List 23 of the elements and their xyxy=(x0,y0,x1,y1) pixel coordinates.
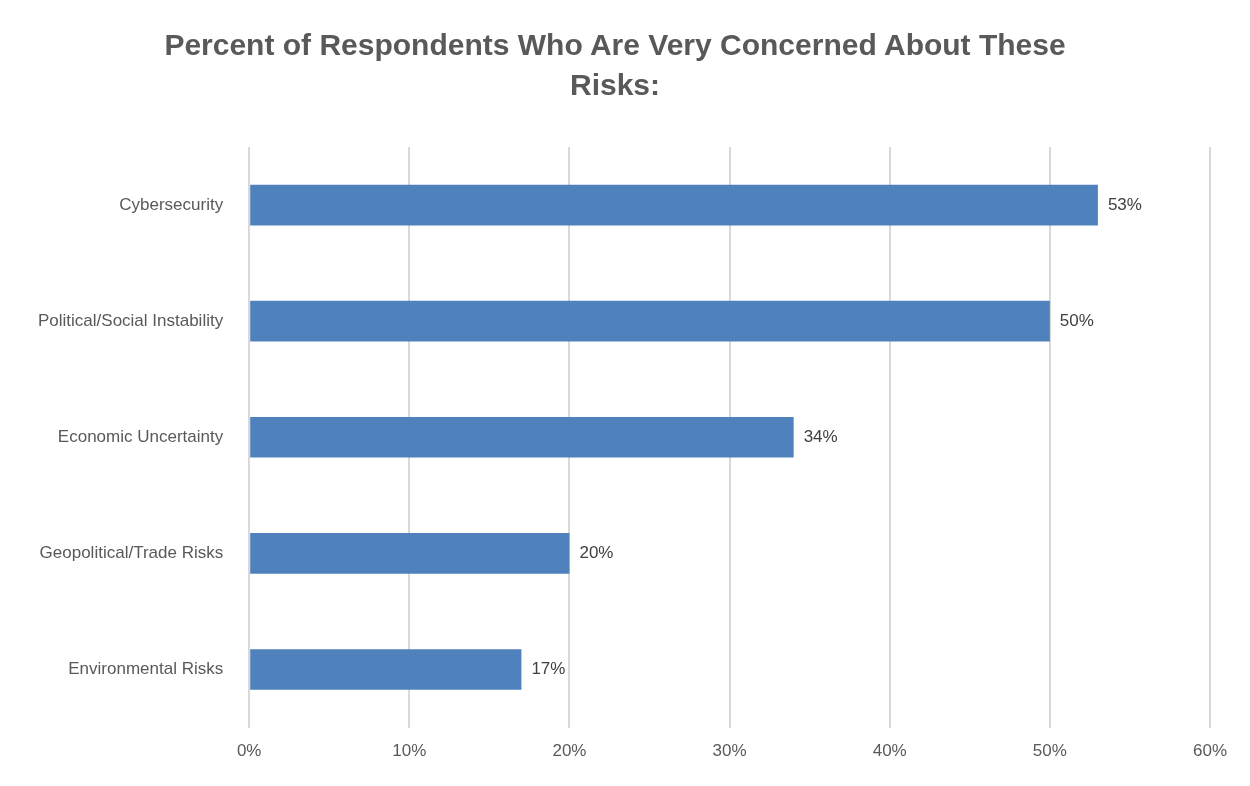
y-tick-label: Political/Social Instability xyxy=(37,310,224,330)
data-label: 50% xyxy=(1059,310,1094,330)
x-tick-label: 20% xyxy=(552,741,587,761)
y-tick-label: Geopolitical/Trade Risks xyxy=(39,543,224,563)
y-tick-label: Environmental Risks xyxy=(68,659,224,679)
y-tick-label: Economic Uncertainty xyxy=(57,426,224,446)
data-label: 34% xyxy=(803,426,838,446)
data-label: 53% xyxy=(1107,194,1142,214)
bar xyxy=(250,649,522,690)
x-tick-label: 50% xyxy=(1032,741,1067,761)
x-tick-label: 40% xyxy=(872,741,907,761)
x-tick-label: 10% xyxy=(392,741,427,761)
data-label: 20% xyxy=(579,543,614,563)
x-tick-label: 60% xyxy=(1192,741,1228,761)
bar xyxy=(250,416,794,458)
data-label: 17% xyxy=(531,659,566,679)
y-tick-label: Cybersecurity xyxy=(119,194,224,214)
bar xyxy=(250,300,1050,342)
chart-title: Percent of Respondents Who Are Very Concerned About These Risks: xyxy=(164,27,1066,102)
bar xyxy=(250,533,570,574)
bar xyxy=(250,184,1098,226)
x-tick-label: 0% xyxy=(236,741,262,761)
x-tick-label: 30% xyxy=(712,741,747,761)
